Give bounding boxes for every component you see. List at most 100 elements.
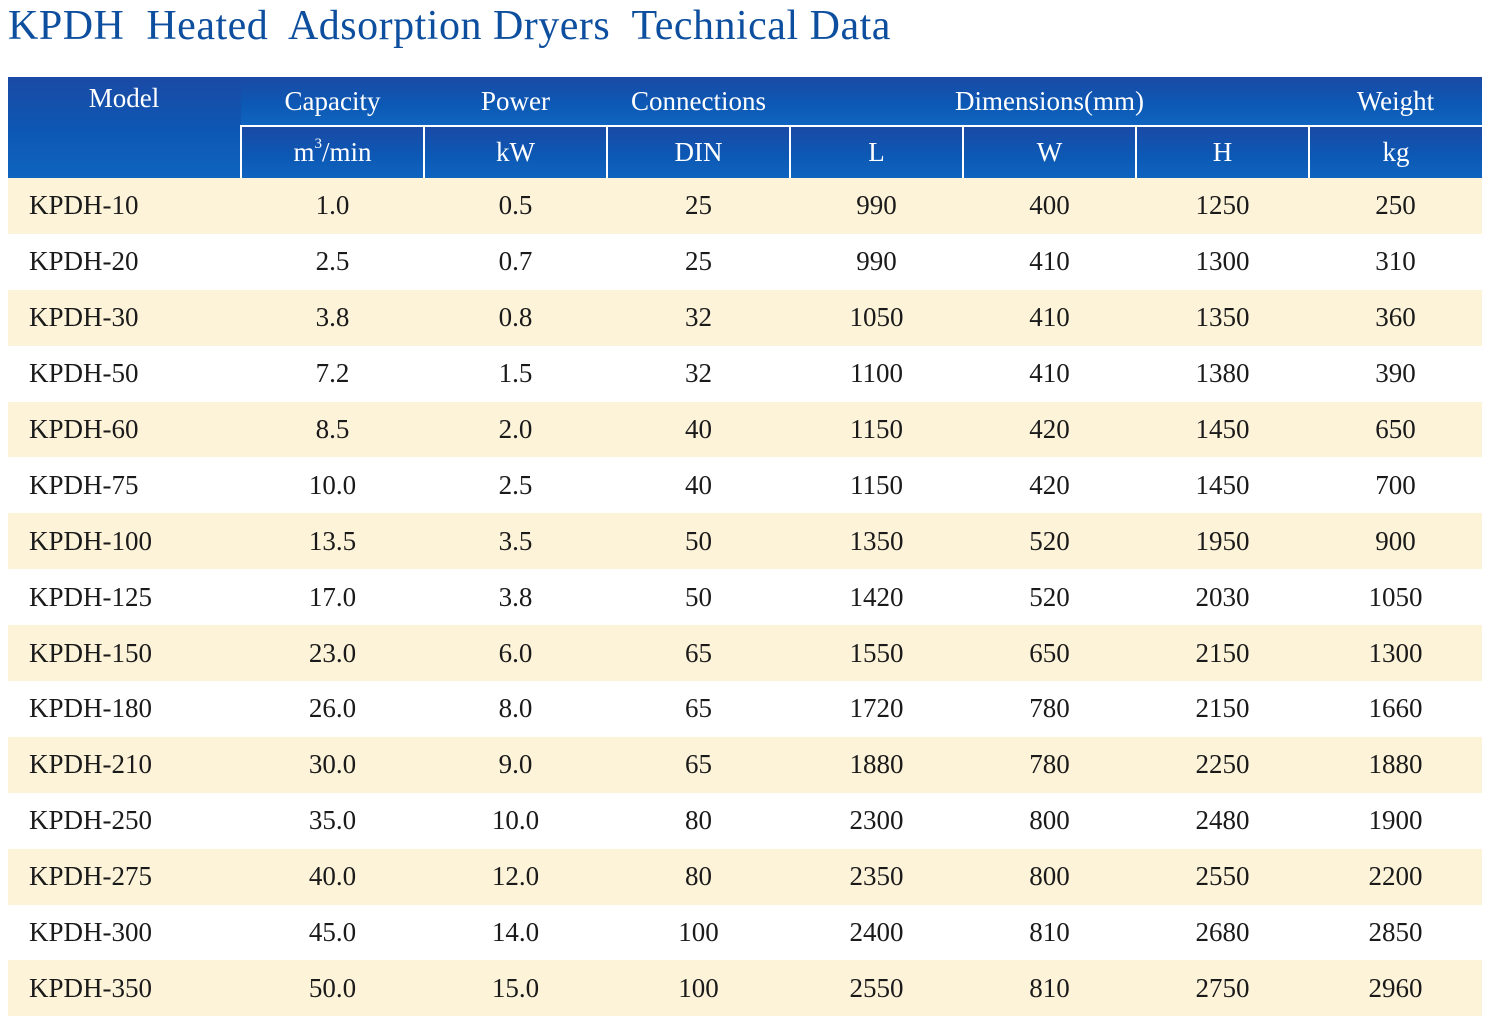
height-cell: 2250 <box>1136 736 1309 793</box>
height-cell: 1380 <box>1136 345 1309 402</box>
width-cell: 780 <box>963 681 1136 737</box>
height-cell: 2680 <box>1136 904 1309 961</box>
width-cell: 650 <box>963 625 1136 682</box>
height-cell: 1300 <box>1136 233 1309 290</box>
header-capacity-unit: m3/min <box>240 125 424 178</box>
width-cell: 810 <box>963 904 1136 961</box>
height-cell: 1350 <box>1136 289 1309 346</box>
model-cell: KPDH-150 <box>8 625 241 682</box>
capacity-cell: 8.5 <box>241 401 424 458</box>
connections-cell: 25 <box>607 233 790 290</box>
length-cell: 1550 <box>790 625 963 682</box>
page-title: KPDH Heated Adsorption Dryers Technical … <box>8 3 891 49</box>
table-row: KPDH-250 35.0 10.0 80 2300 800 2480 1900 <box>8 792 1482 849</box>
width-cell: 400 <box>963 178 1136 234</box>
weight-cell: 700 <box>1309 457 1482 514</box>
height-cell: 2480 <box>1136 792 1309 849</box>
weight-cell: 2960 <box>1309 960 1482 1017</box>
weight-cell: 1660 <box>1309 681 1482 737</box>
weight-cell: 1050 <box>1309 569 1482 626</box>
height-cell: 2550 <box>1136 848 1309 905</box>
height-cell: 1950 <box>1136 513 1309 570</box>
width-cell: 420 <box>963 401 1136 458</box>
weight-cell: 900 <box>1309 513 1482 570</box>
capacity-cell: 35.0 <box>241 792 424 849</box>
width-cell: 810 <box>963 960 1136 1017</box>
width-cell: 800 <box>963 792 1136 849</box>
power-cell: 9.0 <box>424 736 607 793</box>
length-cell: 1150 <box>790 457 963 514</box>
model-cell: KPDH-210 <box>8 736 241 793</box>
header-row-labels: Model Capacity Power Connections Dimensi… <box>8 77 1482 178</box>
connections-cell: 100 <box>607 904 790 961</box>
table-row: KPDH-75 10.0 2.5 40 1150 420 1450 700 <box>8 457 1482 514</box>
weight-cell: 250 <box>1309 178 1482 234</box>
table-row: KPDH-20 2.5 0.7 25 990 410 1300 310 <box>8 233 1482 290</box>
table-row: KPDH-30 3.8 0.8 32 1050 410 1350 360 <box>8 289 1482 346</box>
height-cell: 2030 <box>1136 569 1309 626</box>
header-connections: Connections <box>607 77 790 126</box>
capacity-cell: 17.0 <box>241 569 424 626</box>
power-cell: 2.0 <box>424 401 607 458</box>
model-cell: KPDH-125 <box>8 569 241 626</box>
connections-cell: 50 <box>607 513 790 570</box>
connections-cell: 50 <box>607 569 790 626</box>
model-cell: KPDH-180 <box>8 681 241 737</box>
capacity-cell: 10.0 <box>241 457 424 514</box>
table-row: KPDH-150 23.0 6.0 65 1550 650 2150 1300 <box>8 625 1482 682</box>
length-cell: 2550 <box>790 960 963 1017</box>
connections-cell: 25 <box>607 178 790 234</box>
power-cell: 2.5 <box>424 457 607 514</box>
width-cell: 800 <box>963 848 1136 905</box>
power-cell: 0.5 <box>424 178 607 234</box>
table-row: KPDH-50 7.2 1.5 32 1100 410 1380 390 <box>8 345 1482 402</box>
weight-cell: 310 <box>1309 233 1482 290</box>
height-cell: 2150 <box>1136 681 1309 737</box>
header-dim-h: H <box>1135 125 1309 178</box>
table-row: KPDH-210 30.0 9.0 65 1880 780 2250 1880 <box>8 736 1482 793</box>
capacity-cell: 26.0 <box>241 681 424 737</box>
capacity-cell: 2.5 <box>241 233 424 290</box>
connections-cell: 40 <box>607 401 790 458</box>
power-cell: 1.5 <box>424 345 607 402</box>
capacity-cell: 7.2 <box>241 345 424 402</box>
model-cell: KPDH-20 <box>8 233 241 290</box>
height-cell: 1450 <box>1136 457 1309 514</box>
height-cell: 1450 <box>1136 401 1309 458</box>
power-cell: 3.5 <box>424 513 607 570</box>
header-power-unit: kW <box>423 125 607 178</box>
power-cell: 6.0 <box>424 625 607 682</box>
capacity-cell: 1.0 <box>241 178 424 234</box>
technical-data-table: Model Capacity Power Connections Dimensi… <box>8 77 1482 1017</box>
weight-cell: 1900 <box>1309 792 1482 849</box>
power-cell: 8.0 <box>424 681 607 737</box>
length-cell: 1880 <box>790 736 963 793</box>
table-row: KPDH-180 26.0 8.0 65 1720 780 2150 1660 <box>8 681 1482 737</box>
weight-cell: 650 <box>1309 401 1482 458</box>
length-cell: 2350 <box>790 848 963 905</box>
power-cell: 15.0 <box>424 960 607 1017</box>
width-cell: 410 <box>963 233 1136 290</box>
header-weight-unit: kg <box>1308 125 1482 178</box>
connections-cell: 32 <box>607 289 790 346</box>
height-cell: 2750 <box>1136 960 1309 1017</box>
power-cell: 3.8 <box>424 569 607 626</box>
table-row: KPDH-125 17.0 3.8 50 1420 520 2030 1050 <box>8 569 1482 626</box>
header-model: Model <box>8 77 241 178</box>
capacity-cell: 45.0 <box>241 904 424 961</box>
length-cell: 2300 <box>790 792 963 849</box>
length-cell: 1350 <box>790 513 963 570</box>
header-capacity: Capacity <box>241 77 424 126</box>
header-dimensions: Dimensions(mm) <box>790 77 1309 126</box>
power-cell: 14.0 <box>424 904 607 961</box>
header-power: Power <box>424 77 607 126</box>
height-cell: 1250 <box>1136 178 1309 234</box>
capacity-cell: 23.0 <box>241 625 424 682</box>
connections-cell: 65 <box>607 681 790 737</box>
weight-cell: 1300 <box>1309 625 1482 682</box>
model-cell: KPDH-50 <box>8 345 241 402</box>
table-row: KPDH-60 8.5 2.0 40 1150 420 1450 650 <box>8 401 1482 458</box>
weight-cell: 390 <box>1309 345 1482 402</box>
capacity-cell: 30.0 <box>241 736 424 793</box>
length-cell: 1720 <box>790 681 963 737</box>
